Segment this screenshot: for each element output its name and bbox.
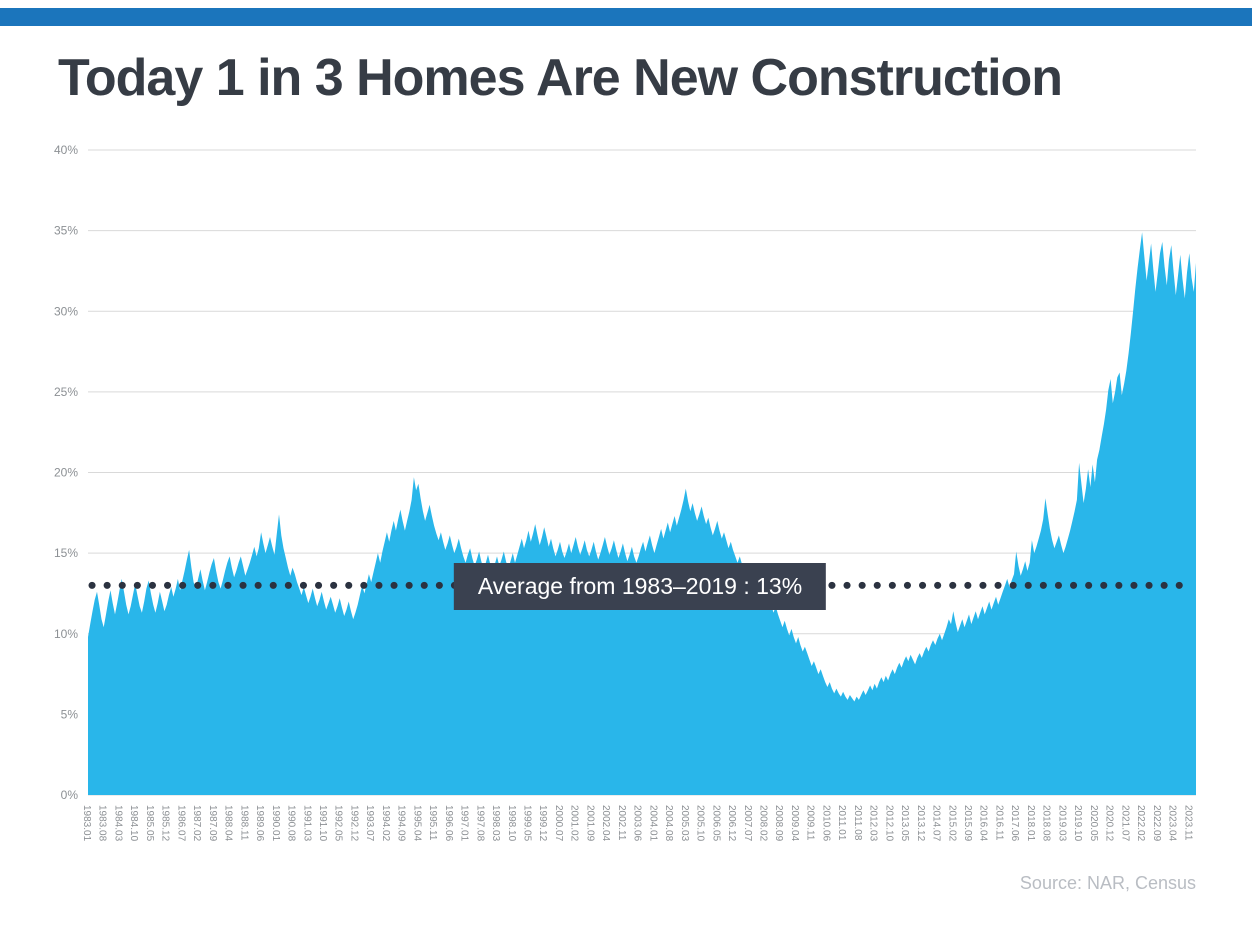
- svg-text:2012.03: 2012.03: [868, 805, 879, 842]
- svg-text:2008.09: 2008.09: [773, 805, 784, 842]
- svg-text:2001.02: 2001.02: [569, 805, 580, 842]
- svg-text:1985.12: 1985.12: [160, 805, 171, 842]
- source-attribution: Source: NAR, Census: [1019, 873, 1196, 894]
- svg-text:40%: 40%: [54, 143, 78, 157]
- svg-text:1997.01: 1997.01: [459, 805, 470, 842]
- svg-text:2022.02: 2022.02: [1135, 805, 1146, 842]
- svg-text:2006.12: 2006.12: [726, 805, 737, 842]
- svg-text:2009.04: 2009.04: [789, 805, 800, 842]
- svg-text:5%: 5%: [61, 708, 79, 722]
- svg-text:1991.03: 1991.03: [301, 805, 312, 842]
- svg-text:2011.01: 2011.01: [836, 805, 847, 841]
- svg-text:2004.08: 2004.08: [663, 805, 674, 842]
- average-annotation: Average from 1983–2019 : 13%: [453, 563, 827, 611]
- svg-text:2016.04: 2016.04: [978, 805, 989, 842]
- svg-text:2004.01: 2004.01: [647, 805, 658, 842]
- svg-text:2013.12: 2013.12: [915, 805, 926, 842]
- svg-text:1983.08: 1983.08: [97, 805, 108, 842]
- svg-text:2019.03: 2019.03: [1056, 805, 1067, 842]
- svg-text:1984.10: 1984.10: [128, 805, 139, 842]
- svg-text:2001.09: 2001.09: [584, 805, 595, 842]
- svg-text:2010.06: 2010.06: [820, 805, 831, 842]
- svg-text:2020.05: 2020.05: [1088, 805, 1099, 842]
- svg-text:1985.05: 1985.05: [144, 805, 155, 842]
- svg-text:1998.10: 1998.10: [506, 805, 517, 842]
- svg-text:1998.03: 1998.03: [490, 805, 501, 842]
- svg-text:2017.06: 2017.06: [1009, 805, 1020, 842]
- svg-text:1986.07: 1986.07: [175, 805, 186, 842]
- svg-text:1984.03: 1984.03: [112, 805, 123, 842]
- svg-text:1993.07: 1993.07: [364, 805, 375, 842]
- svg-text:0%: 0%: [61, 788, 79, 802]
- svg-text:1995.04: 1995.04: [411, 805, 422, 842]
- top-accent-bar: [0, 8, 1252, 26]
- svg-text:30%: 30%: [54, 304, 78, 318]
- svg-text:1989.06: 1989.06: [254, 805, 265, 842]
- svg-text:1992.05: 1992.05: [333, 805, 344, 842]
- svg-text:2002.04: 2002.04: [600, 805, 611, 842]
- chart-area: 0% 5% 10% 15% 20% 25% 30% 35% 40% 1983.01 1983.08 1…: [0, 115, 1252, 905]
- svg-text:15%: 15%: [54, 546, 78, 560]
- svg-text:1994.02: 1994.02: [380, 805, 391, 842]
- svg-text:1992.12: 1992.12: [348, 805, 359, 842]
- svg-text:1994.09: 1994.09: [396, 805, 407, 842]
- svg-text:2000.07: 2000.07: [553, 805, 564, 842]
- svg-text:2016.11: 2016.11: [993, 805, 1004, 841]
- svg-text:2006.05: 2006.05: [710, 805, 721, 842]
- svg-text:2023.11: 2023.11: [1182, 805, 1193, 841]
- svg-text:2014.07: 2014.07: [931, 805, 942, 842]
- svg-text:1991.10: 1991.10: [317, 805, 328, 842]
- svg-text:2005.10: 2005.10: [695, 805, 706, 842]
- svg-text:2018.01: 2018.01: [1025, 805, 1036, 842]
- svg-text:2013.05: 2013.05: [899, 805, 910, 842]
- svg-text:1999.12: 1999.12: [537, 805, 548, 842]
- svg-text:10%: 10%: [54, 627, 78, 641]
- svg-text:2012.10: 2012.10: [883, 805, 894, 842]
- svg-text:1990.08: 1990.08: [286, 805, 297, 842]
- svg-text:2021.07: 2021.07: [1119, 805, 1130, 842]
- svg-text:2018.08: 2018.08: [1041, 805, 1052, 842]
- svg-text:1996.06: 1996.06: [443, 805, 454, 842]
- svg-text:2007.07: 2007.07: [742, 805, 753, 842]
- new-construction-area-chart: 0% 5% 10% 15% 20% 25% 30% 35% 40% 1983.01 1983.08 1…: [54, 143, 1196, 842]
- svg-text:20%: 20%: [54, 466, 78, 480]
- svg-text:2003.06: 2003.06: [632, 805, 643, 842]
- svg-text:1988.04: 1988.04: [223, 805, 234, 842]
- svg-text:2011.08: 2011.08: [852, 805, 863, 841]
- svg-text:1983.01: 1983.01: [81, 805, 92, 842]
- svg-text:2019.10: 2019.10: [1072, 805, 1083, 842]
- svg-text:2008.02: 2008.02: [757, 805, 768, 842]
- svg-text:2022.09: 2022.09: [1151, 805, 1162, 842]
- svg-text:1997.08: 1997.08: [474, 805, 485, 842]
- svg-text:2020.12: 2020.12: [1104, 805, 1115, 842]
- svg-text:2009.11: 2009.11: [805, 805, 816, 841]
- svg-text:25%: 25%: [54, 385, 78, 399]
- svg-text:1995.11: 1995.11: [427, 805, 438, 841]
- svg-text:1990.01: 1990.01: [270, 805, 281, 842]
- svg-text:2005.03: 2005.03: [679, 805, 690, 842]
- svg-text:1987.02: 1987.02: [191, 805, 202, 842]
- svg-text:1988.11: 1988.11: [238, 805, 249, 841]
- svg-text:2023.04: 2023.04: [1167, 805, 1178, 842]
- svg-text:2015.02: 2015.02: [946, 805, 957, 842]
- page-title: Today 1 in 3 Homes Are New Construction: [58, 49, 1063, 107]
- svg-text:1987.09: 1987.09: [207, 805, 218, 842]
- svg-text:2015.09: 2015.09: [962, 805, 973, 842]
- svg-text:1999.05: 1999.05: [522, 805, 533, 842]
- svg-text:35%: 35%: [54, 224, 78, 238]
- svg-text:2002.11: 2002.11: [616, 805, 627, 841]
